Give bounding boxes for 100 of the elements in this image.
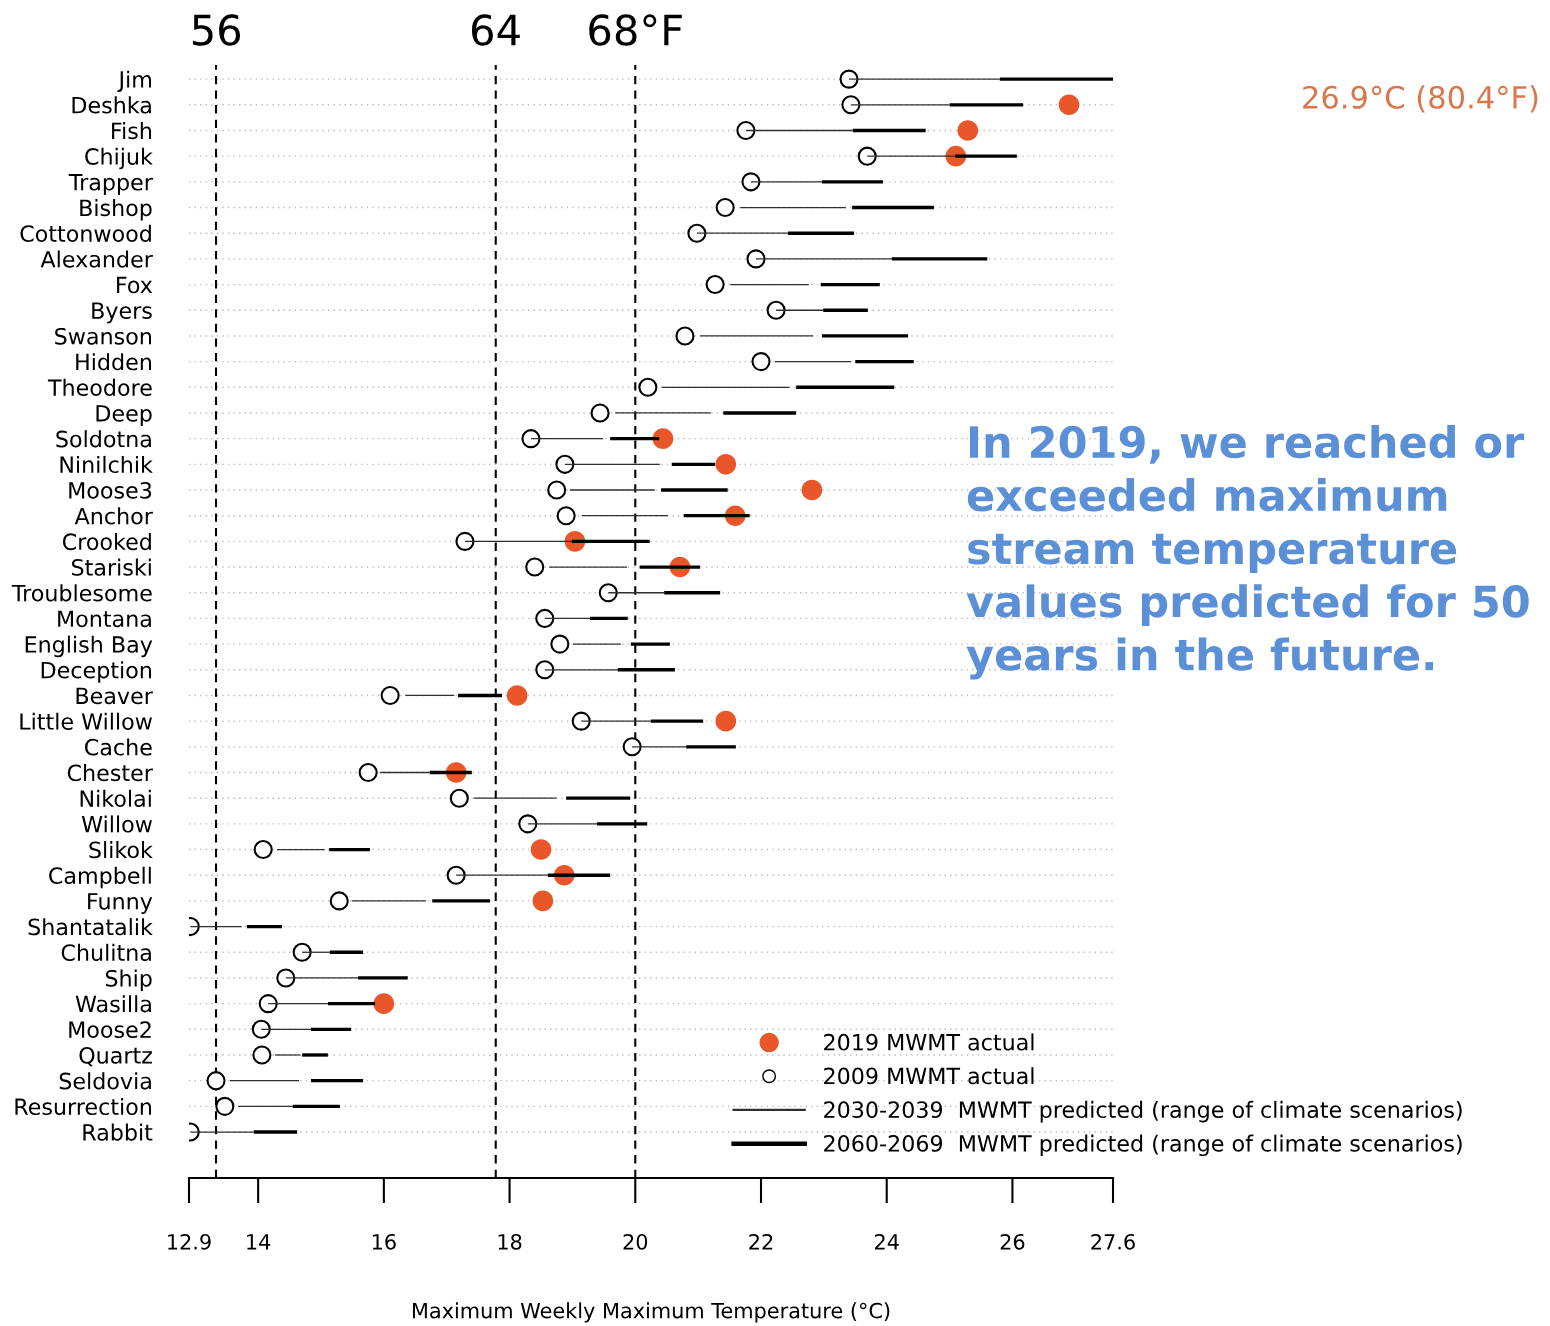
y-tick-label: Swanson xyxy=(55,327,151,345)
point xyxy=(535,608,555,628)
y-tick-label: Little Willow xyxy=(20,712,152,730)
point xyxy=(766,300,786,320)
y-tick-label: Shantatalik xyxy=(28,918,153,936)
point xyxy=(556,506,576,526)
point xyxy=(746,249,766,269)
y-tick-label: Byers xyxy=(92,302,152,324)
point xyxy=(638,377,658,397)
legend-label: 2030-2039 MWMT predicted (range of climate scenarios) xyxy=(824,1100,1462,1123)
point xyxy=(251,1019,271,1039)
point xyxy=(215,1096,235,1116)
point xyxy=(530,839,552,860)
legend-label: 2019 MWMT actual xyxy=(824,1033,1034,1051)
x-tick-label: 16 xyxy=(372,1233,396,1250)
y-tick-label: Willow xyxy=(81,815,152,833)
point xyxy=(751,352,771,372)
x-tick-label: 20 xyxy=(623,1233,648,1250)
point xyxy=(1058,94,1080,116)
legend-label: 2060-2069 MWMT predicted (range of climate scenarios) xyxy=(824,1134,1462,1157)
y-tick-label: Theodore xyxy=(47,378,152,397)
point xyxy=(446,865,466,885)
point xyxy=(675,326,695,346)
y-tick-label: Ship xyxy=(105,969,152,992)
y-tick-label: Fish xyxy=(112,122,152,140)
point xyxy=(590,403,610,423)
x-tick-label: 27.6 xyxy=(1091,1233,1135,1250)
y-tick-label: Trapper xyxy=(68,174,153,195)
y-tick-label: Hidden xyxy=(76,353,151,371)
point xyxy=(571,711,591,731)
y-tick-label: Ninilchik xyxy=(60,455,153,474)
y-tick-label: Quartz xyxy=(79,1046,152,1067)
y-tick-label: Campbell xyxy=(49,866,151,889)
point xyxy=(801,479,823,501)
point xyxy=(373,993,395,1014)
point xyxy=(449,788,469,808)
point xyxy=(652,428,674,449)
y-tick-label: Soldotna xyxy=(56,430,151,448)
y-tick-label: Moose3 xyxy=(69,481,152,499)
point xyxy=(598,583,618,603)
point xyxy=(841,95,861,115)
y-tick-label: Beaver xyxy=(76,687,153,705)
x-axis-title: Maximum Weekly Maximum Temperature (°C) xyxy=(412,1302,890,1323)
point xyxy=(380,685,400,705)
point xyxy=(857,146,877,166)
point xyxy=(687,223,707,243)
y-tick-label: Anchor xyxy=(74,507,153,525)
point xyxy=(253,840,273,860)
y-tick-label: Chulitna xyxy=(61,943,151,962)
x2-tick-label: 56 xyxy=(192,14,241,46)
point xyxy=(555,454,575,474)
y-tick-label: Funny xyxy=(88,893,153,914)
point xyxy=(715,197,735,218)
point xyxy=(258,994,278,1014)
y-tick-label: Deep xyxy=(96,405,152,427)
y-tick-label: Bishop xyxy=(80,199,152,221)
y-tick-label: Troublesome xyxy=(11,584,152,602)
point xyxy=(622,737,642,757)
y-tick-label: Alexander xyxy=(40,250,153,268)
x2-tick-label: 64 xyxy=(472,14,520,46)
legend-label: 2009 MWMT actual xyxy=(824,1067,1034,1085)
point xyxy=(518,814,538,834)
point xyxy=(506,685,528,706)
x-tick-label: 24 xyxy=(874,1233,899,1250)
y-tick-label: Nikolai xyxy=(80,789,151,807)
point xyxy=(292,942,312,962)
annotation: In 2019, we reached or exceeded maximum stream temperature values predicted for 50 years in the future. xyxy=(966,425,1529,680)
point xyxy=(535,660,555,680)
y-tick-label: Deception xyxy=(41,661,151,683)
point xyxy=(550,634,570,654)
point xyxy=(715,454,737,475)
point xyxy=(741,172,761,192)
point xyxy=(547,480,567,500)
point xyxy=(455,531,475,551)
y-tick-label: Montana xyxy=(58,610,151,628)
point xyxy=(839,69,859,89)
y-tick-label: Chijuk xyxy=(85,147,153,170)
x-tick-label: 26 xyxy=(1000,1233,1025,1250)
point xyxy=(715,710,737,732)
x-tick-label: 18 xyxy=(498,1233,522,1250)
y-tick-label: Jim xyxy=(117,70,151,93)
point xyxy=(525,557,545,577)
point xyxy=(521,429,541,449)
y-tick-label: Rabbit xyxy=(83,1123,153,1141)
point xyxy=(252,1045,272,1065)
y-tick-label: Cache xyxy=(85,738,152,756)
point xyxy=(276,968,296,988)
y-tick-label: Resurrection xyxy=(15,1097,151,1116)
point xyxy=(705,275,725,295)
y-tick-label: Stariski xyxy=(71,558,151,576)
x2-tick-label: 68°F xyxy=(589,14,682,46)
point xyxy=(329,891,349,911)
point xyxy=(736,120,756,141)
point xyxy=(957,120,979,141)
x-tick-label: 22 xyxy=(749,1233,773,1250)
y-tick-label: Wasilla xyxy=(75,995,151,1013)
y-tick-label: Moose2 xyxy=(69,1021,151,1039)
point xyxy=(206,1071,226,1091)
y-tick-label: English Bay xyxy=(25,635,153,658)
point xyxy=(532,890,554,912)
